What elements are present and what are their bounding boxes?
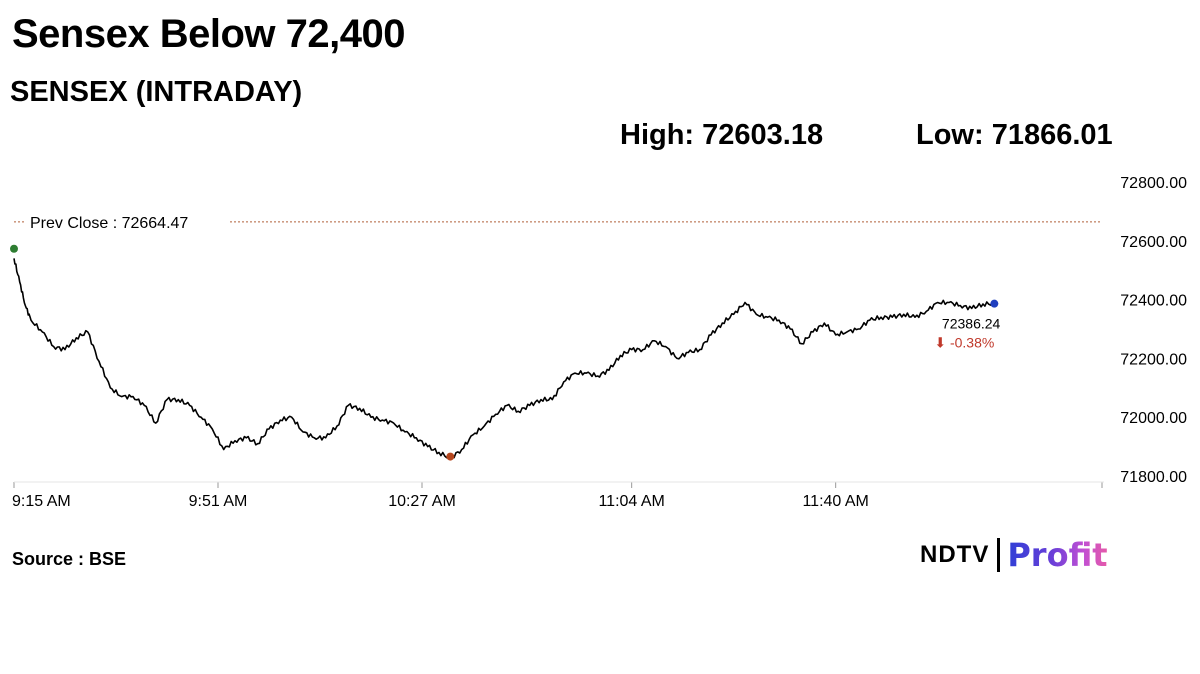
- logo-divider: [997, 538, 1001, 572]
- headline: Sensex Below 72,400: [12, 12, 405, 56]
- x-axis-ticks: 9:15 AM 9:51 AM 10:27 AM 11:04 AM 11:40 AM: [12, 482, 1103, 510]
- x-tick-label: 11:40 AM: [802, 493, 868, 510]
- y-tick-label: 72400.00: [1120, 293, 1187, 310]
- logo-brand: NDTV: [920, 541, 990, 568]
- day-high-label: High: 72603.18: [620, 119, 824, 151]
- day-low-label: Low: 71866.01: [916, 119, 1113, 151]
- x-tick-label: 10:27 AM: [388, 493, 456, 510]
- y-tick-label: 72800.00: [1120, 175, 1187, 192]
- x-tick-label: 9:51 AM: [189, 493, 248, 510]
- series-line-sensex: [13, 258, 995, 460]
- x-tick-label: 11:04 AM: [598, 493, 664, 510]
- last-change-label: ⬇ -0.38%: [934, 335, 994, 351]
- last-value-label: 72386.24: [942, 316, 1001, 332]
- prev-close-label: Prev Close : 72664.47: [30, 215, 188, 232]
- marker-open: [10, 244, 18, 253]
- chart-subtitle: SENSEX (INTRADAY): [10, 76, 303, 108]
- chart-markers: [10, 244, 999, 461]
- prev-close-label-background: [24, 209, 228, 232]
- y-tick-label: 71800.00: [1120, 469, 1187, 486]
- source-label: Source : BSE: [12, 549, 127, 569]
- ndtv-profit-logo: NDTV Profit: [920, 532, 1108, 578]
- y-axis-ticks: 72800.00 72600.00 72400.00 72200.00 72000.00…: [1120, 175, 1187, 486]
- y-tick-label: 72600.00: [1120, 234, 1187, 251]
- x-tick-label: 9:15 AM: [12, 493, 71, 510]
- marker-last: [990, 299, 999, 308]
- marker-day-low: [446, 452, 455, 461]
- y-tick-label: 72000.00: [1120, 410, 1187, 427]
- y-tick-label: 72200.00: [1120, 351, 1187, 368]
- logo-product: Profit: [1007, 536, 1108, 574]
